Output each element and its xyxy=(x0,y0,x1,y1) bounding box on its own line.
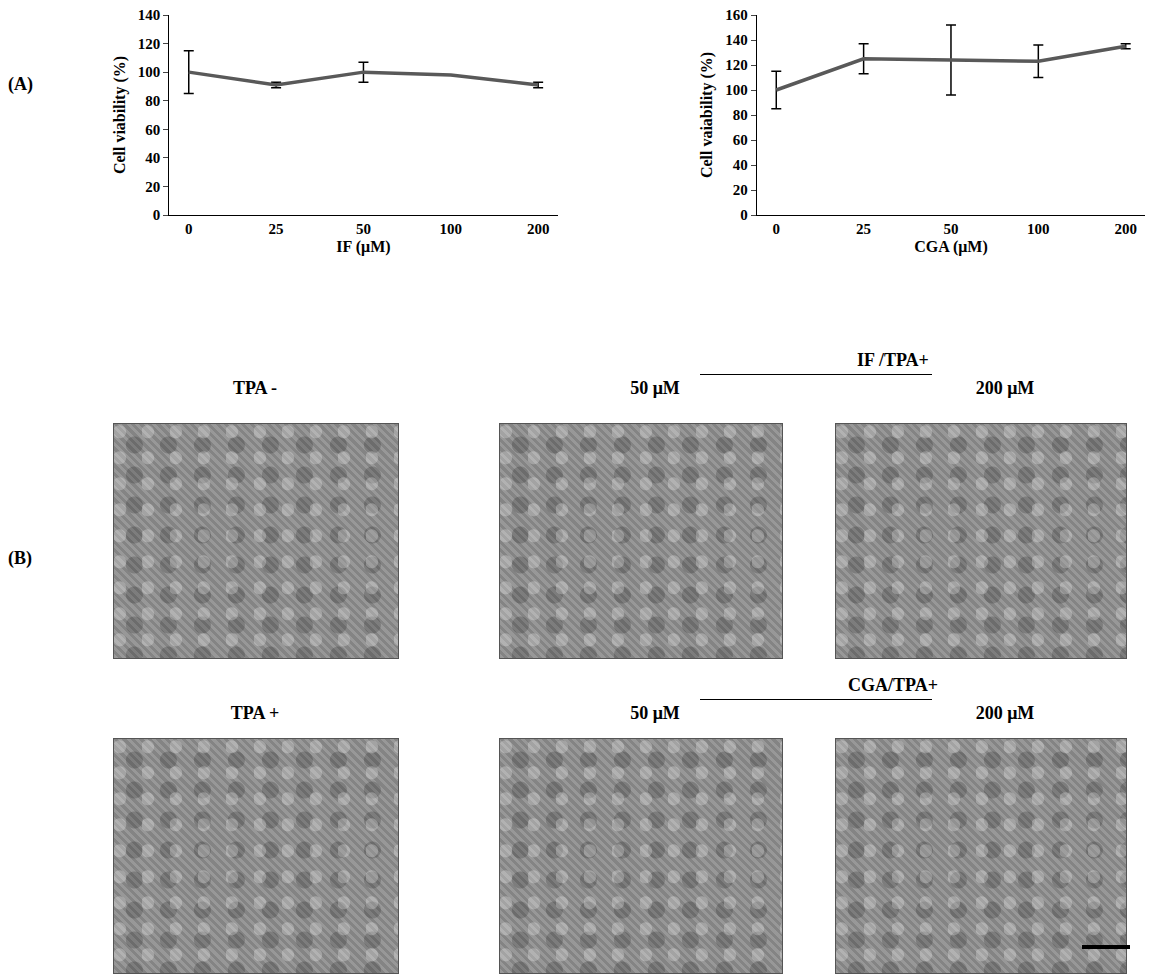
svg-text:200: 200 xyxy=(1114,221,1137,237)
svg-text:20: 20 xyxy=(145,179,160,195)
svg-text:50: 50 xyxy=(356,221,371,237)
html-text:200 μM: 200 μM xyxy=(975,703,1035,723)
svg-text:50: 50 xyxy=(943,221,958,237)
svg-text:60: 60 xyxy=(733,132,748,148)
svg-text:0: 0 xyxy=(773,221,781,237)
html-text:IF /TPA+: IF /TPA+ xyxy=(857,350,929,370)
html-text:(B): (B) xyxy=(8,548,32,568)
svg-text:Cell viability (%): Cell viability (%) xyxy=(111,56,129,174)
svg-text:140: 140 xyxy=(138,7,161,23)
svg-text:25: 25 xyxy=(269,221,284,237)
svg-text:100: 100 xyxy=(1027,221,1050,237)
svg-text:40: 40 xyxy=(733,157,748,173)
svg-text:140: 140 xyxy=(725,32,748,48)
html-text:TPA +: TPA + xyxy=(230,703,280,723)
svg-text:IF (μM): IF (μM) xyxy=(336,238,390,256)
html-text:TPA -: TPA - xyxy=(232,378,278,398)
svg-text:160: 160 xyxy=(725,7,748,23)
svg-text:200: 200 xyxy=(527,221,550,237)
html-text:200 μM: 200 μM xyxy=(975,378,1035,398)
svg-text:20: 20 xyxy=(733,182,748,198)
svg-text:60: 60 xyxy=(145,122,160,138)
svg-text:25: 25 xyxy=(856,221,871,237)
svg-text:120: 120 xyxy=(138,36,161,52)
svg-text:100: 100 xyxy=(138,64,161,80)
svg-text:Cell vaiability (%): Cell vaiability (%) xyxy=(698,52,716,178)
html-text:CGA/TPA+: CGA/TPA+ xyxy=(848,675,938,695)
svg-text:80: 80 xyxy=(145,93,160,109)
svg-text:100: 100 xyxy=(440,221,463,237)
html-text:(A): (A) xyxy=(8,74,33,94)
svg-text:80: 80 xyxy=(733,107,748,123)
svg-text:40: 40 xyxy=(145,150,160,166)
svg-text:0: 0 xyxy=(740,207,748,223)
svg-text:0: 0 xyxy=(185,221,193,237)
svg-text:120: 120 xyxy=(725,57,748,73)
svg-text:0: 0 xyxy=(153,207,161,223)
svg-text:CGA (μM): CGA (μM) xyxy=(914,238,988,256)
html-text:50 μM: 50 μM xyxy=(630,378,680,398)
html-text:50 μM: 50 μM xyxy=(630,703,680,723)
svg-text:100: 100 xyxy=(725,82,748,98)
